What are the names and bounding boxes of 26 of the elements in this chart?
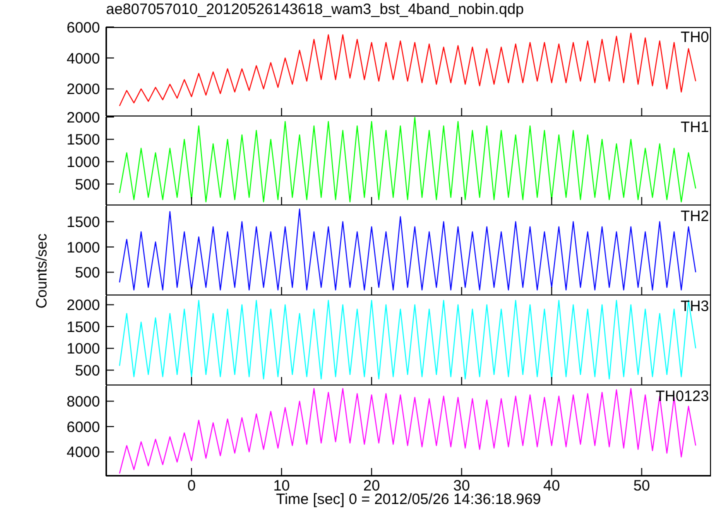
y-tick-label: 4000 bbox=[66, 50, 100, 68]
y-tick-label: 4000 bbox=[66, 444, 100, 462]
y-axis-title: Counts/sec bbox=[34, 233, 50, 309]
y-tick-label: 1000 bbox=[66, 154, 100, 171]
y-tick-label: 8000 bbox=[66, 394, 100, 411]
y-tick-label: 1000 bbox=[66, 239, 100, 256]
series-label: TH1 bbox=[680, 119, 709, 136]
y-tick-label: 2000 bbox=[66, 109, 100, 126]
series-label: TH0 bbox=[680, 29, 709, 46]
series-label: TH0123 bbox=[656, 388, 709, 405]
series-label: TH2 bbox=[680, 208, 709, 225]
y-tick-label: 6000 bbox=[66, 19, 100, 36]
chart-title: ae807057010_20120526143618_wam3_bst_4band_nobin.qdp bbox=[106, 1, 524, 18]
x-tick-label: 50 bbox=[633, 478, 650, 495]
y-tick-label: 1500 bbox=[66, 318, 100, 336]
y-tick-label: 1000 bbox=[66, 340, 100, 358]
y-tick-label: 500 bbox=[74, 176, 100, 194]
x-tick-label: 0 bbox=[187, 478, 196, 495]
y-tick-label: 500 bbox=[74, 264, 100, 282]
y-tick-label: 500 bbox=[74, 362, 100, 380]
y-tick-label: 2000 bbox=[66, 81, 100, 98]
y-tick-label: 6000 bbox=[66, 418, 100, 436]
y-tick-label: 1500 bbox=[66, 214, 100, 231]
x-tick-label: 40 bbox=[543, 478, 560, 495]
y-tick-label: 2000 bbox=[66, 297, 100, 314]
y-tick-label: 1500 bbox=[66, 132, 100, 149]
